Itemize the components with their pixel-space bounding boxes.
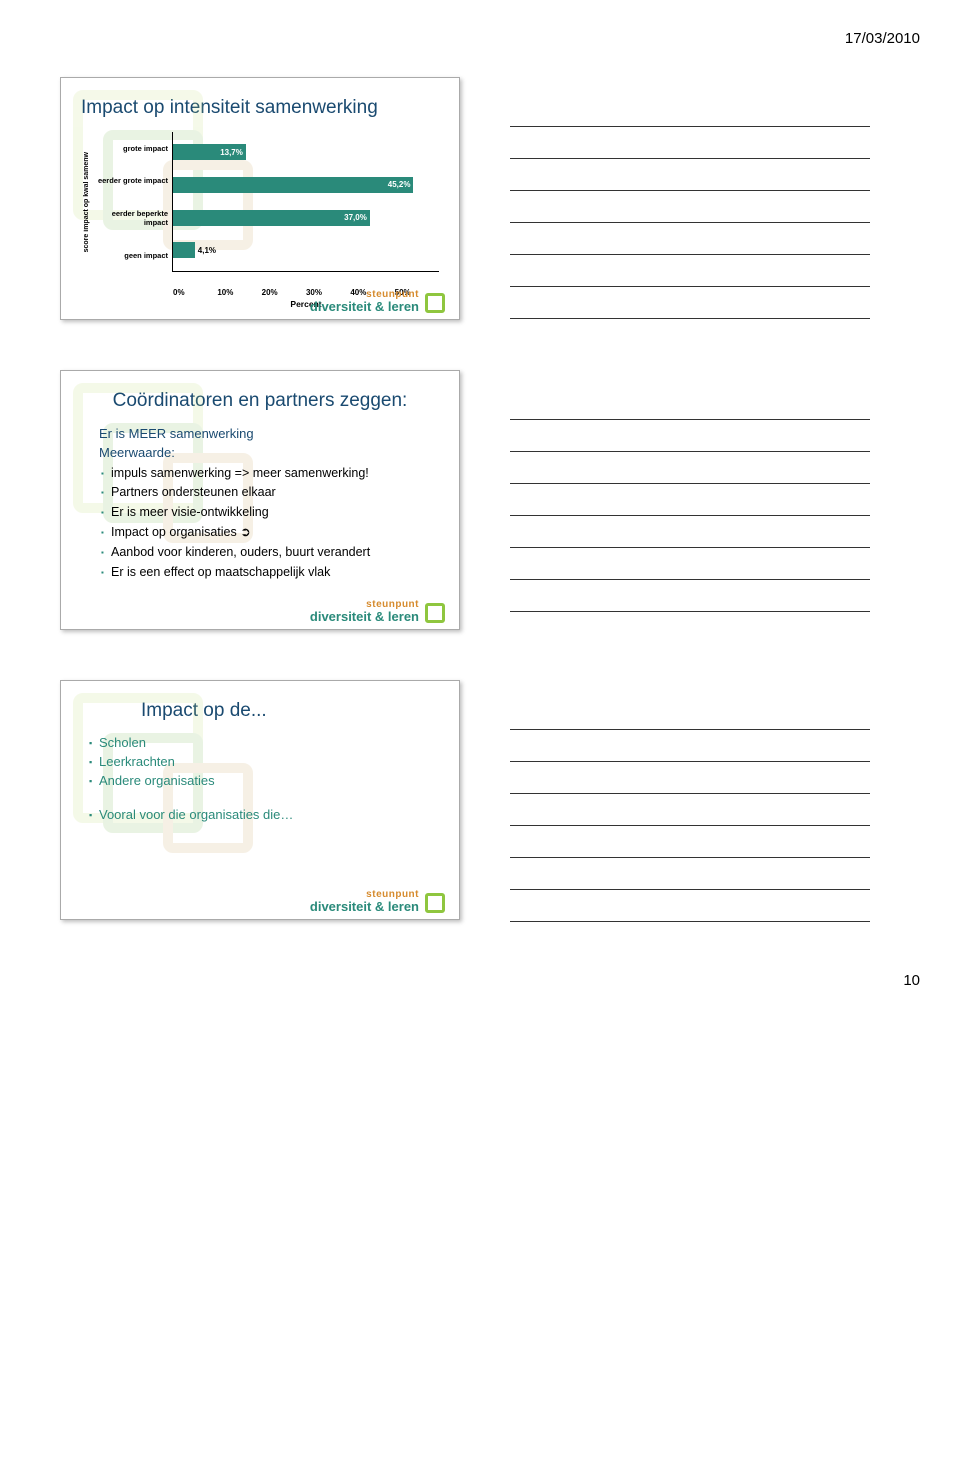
chart: score impact op kwal samenw grote impact… — [81, 132, 439, 272]
card3-footer-item: Vooral voor die organisaties die… — [81, 807, 439, 822]
card2-bullet: Er is meer visie-ontwikkeling — [81, 504, 439, 521]
chart-bar: 4,1% — [173, 242, 195, 258]
notes-1 — [510, 77, 870, 319]
chart-category-label: eerder grote impact — [92, 176, 168, 185]
chart-category-label: grote impact — [92, 144, 168, 153]
logo: steunpunt diversiteit & leren — [310, 290, 445, 313]
logo: steunpunt diversiteit & leren — [310, 600, 445, 623]
card2-line1: Er is MEER samenwerking — [81, 425, 439, 443]
card2-line2: Meerwaarde: — [81, 444, 439, 462]
notes-3 — [510, 680, 870, 922]
card3-item: Andere organisaties — [81, 773, 439, 788]
chart-bar: 45,2% — [173, 177, 413, 193]
chart-ylabel: score impact op kwal samenw — [81, 152, 92, 252]
logo-icon — [425, 293, 445, 313]
logo-icon — [425, 893, 445, 913]
chart-category-label: geen impact — [92, 251, 168, 260]
card-quotes: Coördinatoren en partners zeggen: Er is … — [60, 370, 460, 630]
chart-category-label: eerder beperkte impact — [92, 209, 168, 227]
notes-2 — [510, 370, 870, 612]
card-chart: Impact op intensiteit samenwerking score… — [60, 77, 460, 320]
card2-bullet: impuls samenwerking => meer samenwerking… — [81, 465, 439, 482]
header-date: 17/03/2010 — [60, 30, 920, 47]
page-number: 10 — [60, 972, 920, 989]
chart-bar: 13,7% — [173, 144, 246, 160]
logo: steunpunt diversiteit & leren — [310, 890, 445, 913]
card3-item: Leerkrachten — [81, 754, 439, 769]
card-impact-on: Impact op de... Scholen Leerkrachten Ander… — [60, 680, 460, 920]
card2-bullet: Partners ondersteunen elkaar — [81, 484, 439, 501]
card2-bullet: Impact op organisaties ➲ — [81, 524, 439, 541]
card2-bullet: Er is een effect op maatschappelijk vlak — [81, 564, 439, 581]
logo-icon — [425, 603, 445, 623]
card3-item: Scholen — [81, 735, 439, 750]
card3-title: Impact op de... — [81, 699, 439, 723]
card2-bullet: Aanbod voor kinderen, ouders, buurt vera… — [81, 544, 439, 561]
card2-title: Coördinatoren en partners zeggen: — [81, 389, 439, 413]
chart-bar: 37,0% — [173, 210, 370, 226]
card1-title: Impact op intensiteit samenwerking — [81, 96, 439, 120]
